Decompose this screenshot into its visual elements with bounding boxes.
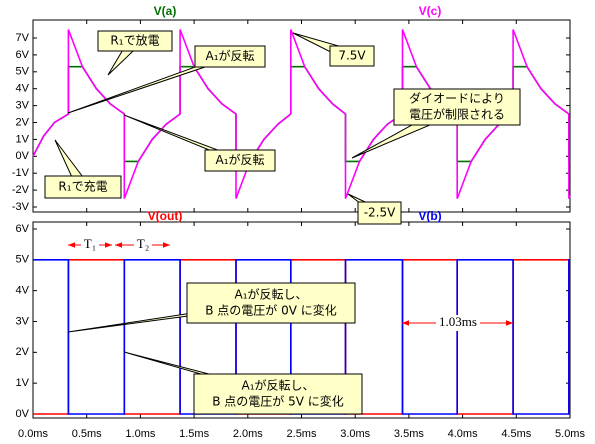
x-tick-label: 4.0ms <box>448 428 478 440</box>
y-tick-label: 3V <box>16 100 30 112</box>
x-tick-label: 5.0ms <box>555 428 585 440</box>
callout-box <box>44 175 122 199</box>
y-tick-label: 2V <box>16 346 30 358</box>
dimension-label: T₂ <box>137 236 149 251</box>
y-tick-label: 0V <box>16 408 30 420</box>
y-tick-label: 6V <box>16 223 30 235</box>
legend-label: V(a) <box>154 4 177 18</box>
x-tick-label: 1.5ms <box>179 428 209 440</box>
y-tick-label: -3V <box>12 201 30 213</box>
x-tick-label: 4.5ms <box>501 428 531 440</box>
dimension-bg <box>436 315 480 331</box>
callout-text: 電圧が制限される <box>409 107 505 122</box>
x-tick-label: 0.5ms <box>72 428 102 440</box>
callout-box <box>204 149 276 172</box>
callout-box <box>193 373 363 415</box>
callout-text: A₁が反転 <box>215 152 264 167</box>
y-tick-label: 1V <box>16 133 30 145</box>
y-tick-label: 3V <box>16 315 30 327</box>
callout-text: A₁が反転 <box>205 48 254 63</box>
y-tick-label: 4V <box>16 83 30 95</box>
x-tick-label: 1.0ms <box>125 428 155 440</box>
callout-text: 7.5V <box>338 49 366 63</box>
y-tick-label: 5V <box>16 254 30 266</box>
y-tick-label: 5V <box>16 66 30 78</box>
y-tick-label: 6V <box>16 49 30 61</box>
y-tick-label: 7V <box>16 32 30 44</box>
x-tick-label: 2.0ms <box>233 428 263 440</box>
series-line <box>32 29 571 199</box>
legend-label: V(out) <box>148 209 183 223</box>
callout-box <box>357 201 402 225</box>
callout-box <box>393 88 521 126</box>
callout-text: R₁で充電 <box>58 179 107 194</box>
x-tick-label: 3.5ms <box>394 428 424 440</box>
callout-text: A₁が反転し、 <box>241 378 314 393</box>
dimension-label: T₁ <box>84 236 96 251</box>
y-tick-label: -1V <box>12 167 30 179</box>
dimension-label: 1.03ms <box>439 314 477 329</box>
x-tick-label: 3.0ms <box>340 428 370 440</box>
y-tick-label: 4V <box>16 285 30 297</box>
callout-box <box>186 282 356 324</box>
x-tick-label: 2.5ms <box>287 428 317 440</box>
x-tick-label: 0.0ms <box>18 428 48 440</box>
callout-text: -2.5V <box>364 206 396 220</box>
callout-text: B 点の電圧が 5V に変化 <box>212 394 344 409</box>
legend-label: V(b) <box>418 209 441 223</box>
callout-text: ダイオードにより <box>409 91 505 106</box>
y-tick-label: 2V <box>16 116 30 128</box>
callout-box <box>194 45 266 68</box>
legend-label: V(c) <box>419 4 442 18</box>
y-tick-label: 1V <box>16 377 30 389</box>
dimension-bg <box>134 237 152 253</box>
dimension-bg <box>81 237 99 253</box>
y-tick-label: 0V <box>16 150 30 162</box>
callout-box <box>97 30 173 52</box>
callout-text: A₁が反転し、 <box>234 287 307 302</box>
y-tick-label: -2V <box>12 184 30 196</box>
callout-text: R₁で放電 <box>110 33 159 48</box>
callout-text: B 点の電圧が 0V に変化 <box>205 303 337 318</box>
callout-box <box>329 45 375 67</box>
